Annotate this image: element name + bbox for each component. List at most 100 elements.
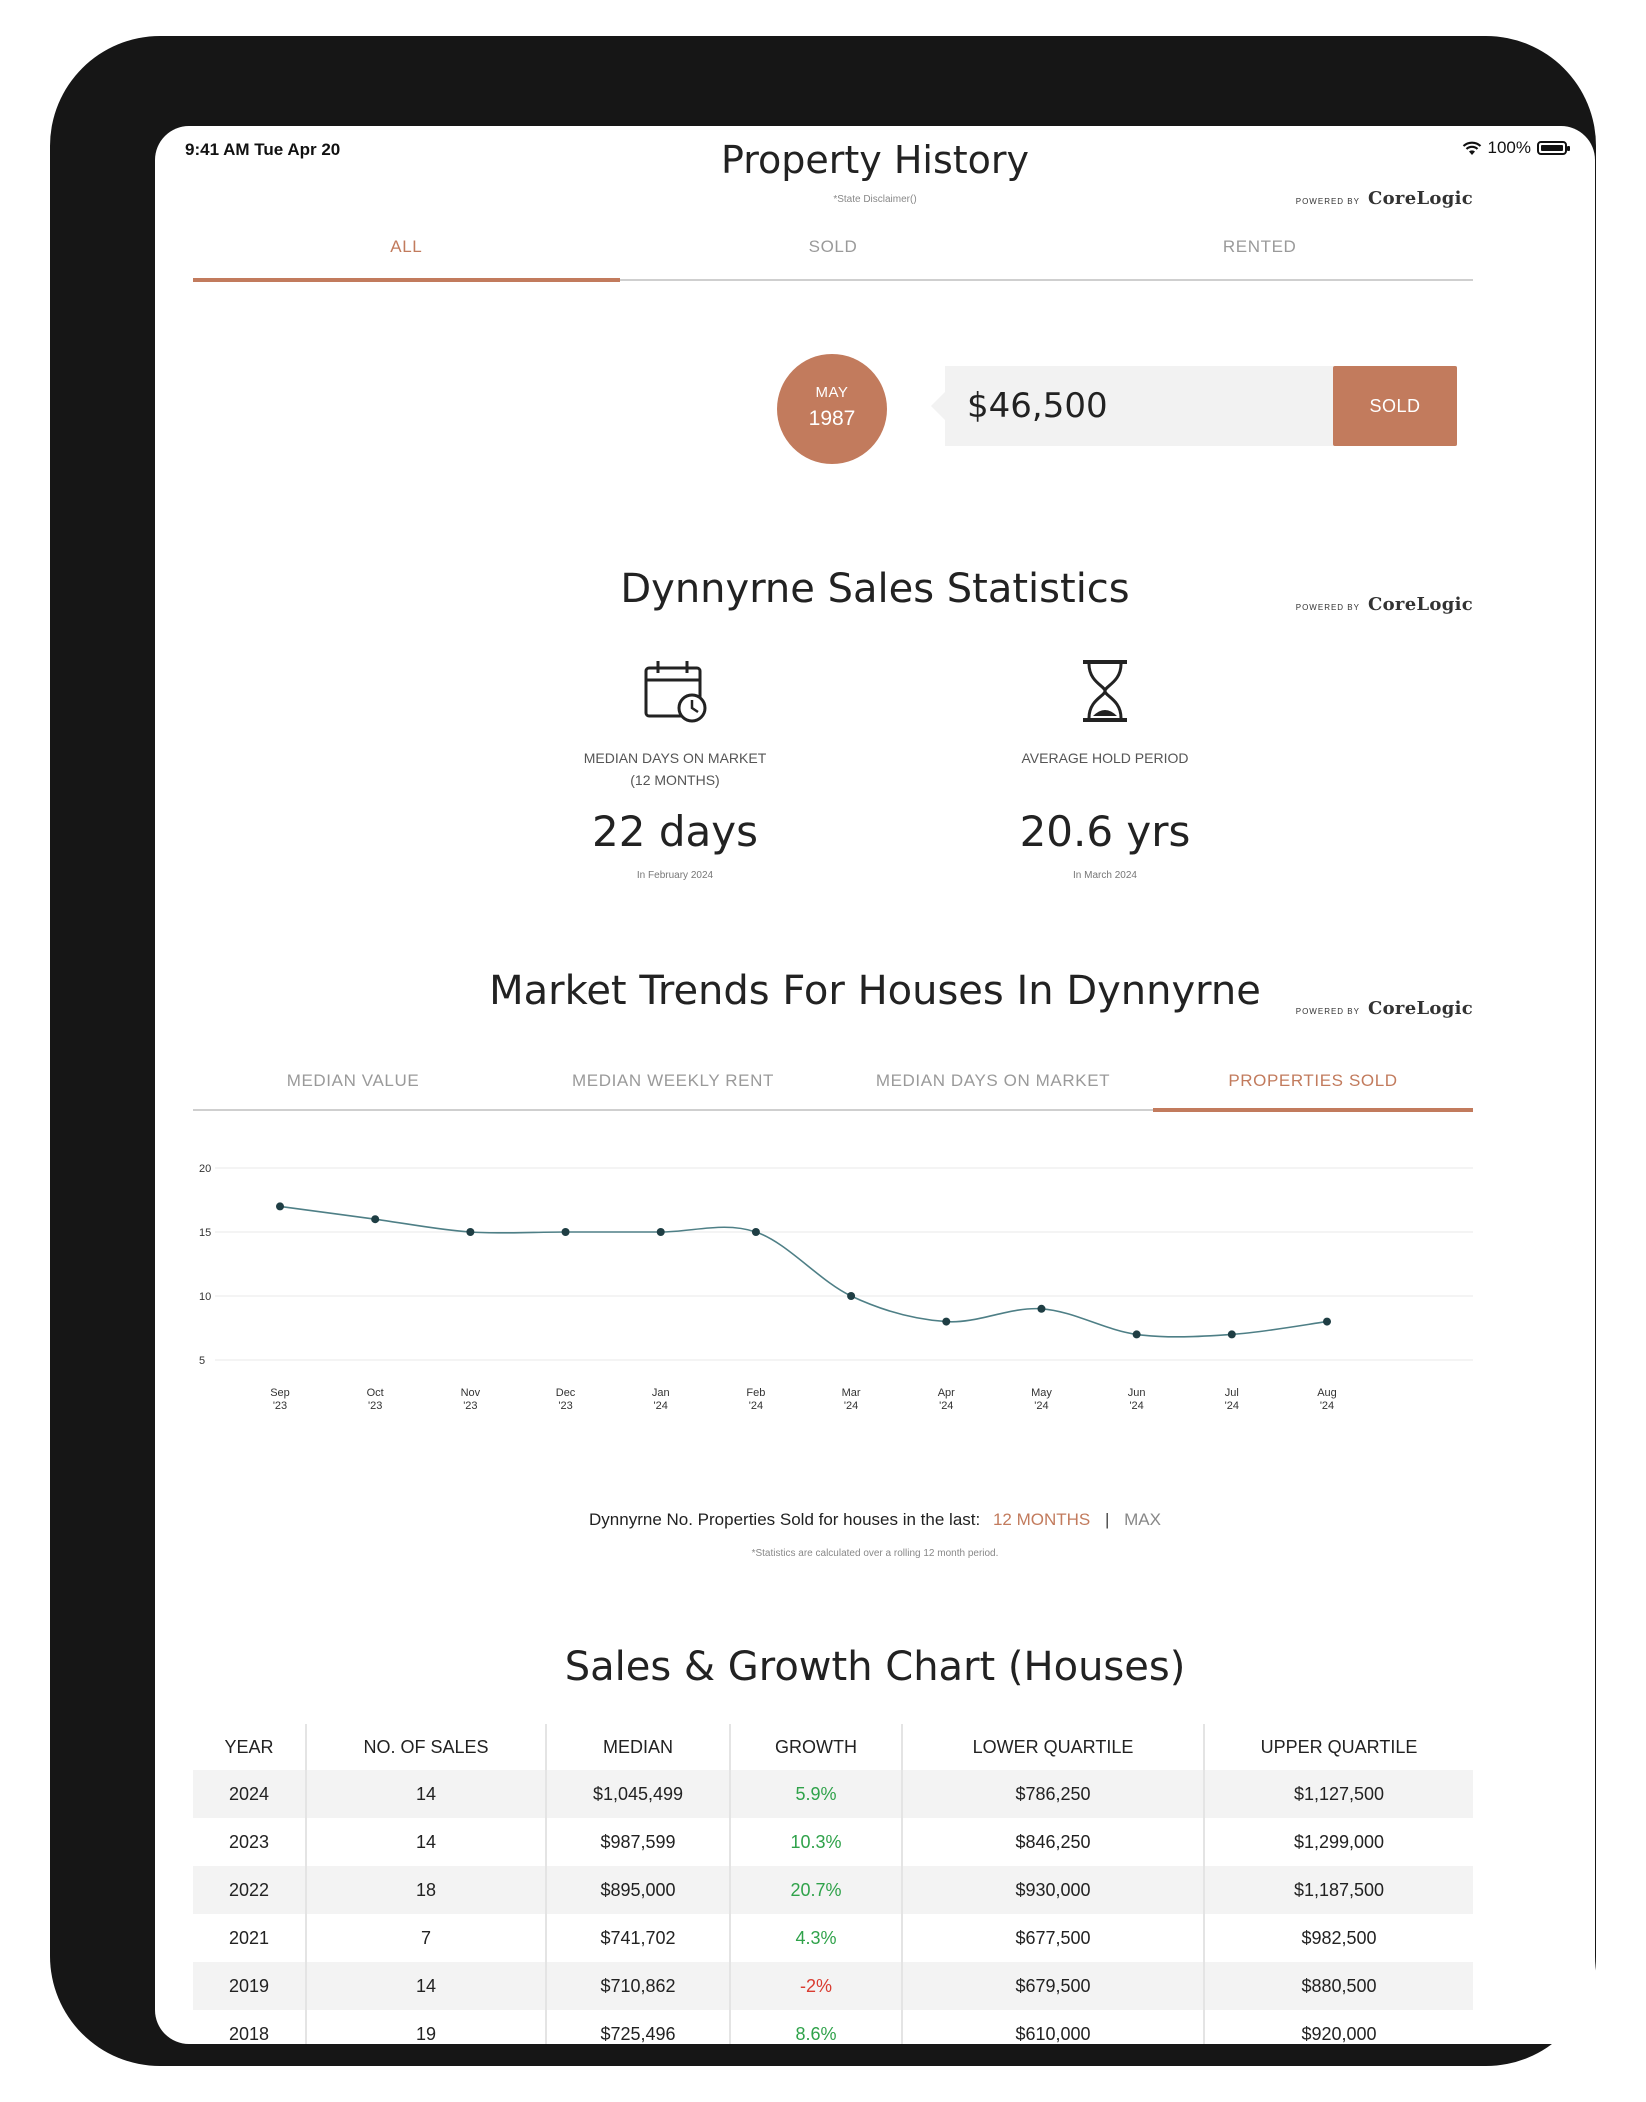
x-tick-year: '24 bbox=[1034, 1400, 1048, 1412]
sales-table-body: 2024 14 $1,045,499 5.9% $786,250 $1,127,500 20… bbox=[193, 1770, 1473, 2044]
cell-year: 2019 bbox=[193, 1962, 307, 2010]
x-tick-year: '24 bbox=[654, 1400, 668, 1412]
cell-median: $725,496 bbox=[546, 2010, 731, 2044]
data-point bbox=[751, 1228, 760, 1236]
tab-rented[interactable]: RENTED bbox=[1222, 237, 1297, 256]
tab-sold[interactable]: SOLD bbox=[808, 237, 858, 256]
cell-lower-quartile: $786,250 bbox=[902, 1770, 1205, 1818]
cell-sales: 7 bbox=[306, 1914, 547, 1962]
corelogic-logo: CoreLogic bbox=[1367, 998, 1473, 1019]
cell-sales: 14 bbox=[306, 1770, 547, 1818]
event-year: 1987 bbox=[808, 407, 856, 430]
table-row: 2022 18 $895,000 20.7% $930,000 $1,187,500 bbox=[193, 1866, 1473, 1914]
x-tick-label: Jun bbox=[1128, 1387, 1146, 1399]
cell-median: $741,702 bbox=[546, 1914, 731, 1962]
cell-upper-quartile: $982,500 bbox=[1301, 1927, 1377, 1948]
cell-upper-quartile: $1,299,000 bbox=[1293, 1831, 1385, 1852]
col-upper-quartile: UPPER QUARTILE bbox=[1260, 1736, 1418, 1757]
series-line bbox=[279, 1205, 1328, 1338]
cell-growth: -2% bbox=[730, 1962, 903, 2010]
data-point bbox=[1132, 1330, 1141, 1339]
cell-year: 2023 bbox=[193, 1818, 307, 1866]
x-tick-label: Nov bbox=[461, 1387, 481, 1399]
cell-growth: 20.7% bbox=[730, 1866, 903, 1914]
cell-upper-quartile: $1,187,500 bbox=[1204, 1866, 1473, 1914]
x-tick-label: Feb bbox=[746, 1387, 765, 1399]
x-tick-year: '24 bbox=[1225, 1400, 1239, 1412]
cell-sales: 14 bbox=[306, 1818, 547, 1866]
x-tick-label: Mar bbox=[842, 1387, 861, 1399]
col-growth: GROWTH bbox=[730, 1724, 903, 1770]
tab-median-weekly-rent[interactable]: MEDIAN WEEKLY RENT bbox=[572, 1071, 774, 1090]
corelogic-logo: CoreLogic bbox=[1367, 594, 1473, 615]
sales-statistics-title: Dynnyrne Sales Statistics bbox=[620, 566, 1130, 612]
cell-sales: 18 bbox=[306, 1866, 547, 1914]
cell-median: $710,862 bbox=[546, 1962, 731, 2010]
period-12-months-option[interactable]: 12 MONTHS bbox=[992, 1510, 1091, 1529]
x-tick-label: Oct bbox=[367, 1387, 384, 1399]
battery-percent: 100% bbox=[1487, 138, 1531, 157]
cell-sales: 14 bbox=[306, 1962, 547, 2010]
y-tick-label: 20 bbox=[199, 1163, 211, 1175]
sold-status-button[interactable]: SOLD bbox=[1333, 366, 1457, 446]
period-max-option[interactable]: MAX bbox=[1124, 1510, 1161, 1529]
cell-lower-quartile: $677,500 bbox=[902, 1914, 1205, 1962]
y-tick-label: 15 bbox=[199, 1227, 211, 1239]
tab-median-value[interactable]: MEDIAN VALUE bbox=[286, 1071, 420, 1090]
table-row: 2019 14 $710,862 -2% $679,500 $880,500 bbox=[193, 1962, 1473, 2010]
state-disclaimer[interactable]: *State Disclaimer() bbox=[833, 194, 917, 205]
x-tick-year: '24 bbox=[749, 1400, 763, 1412]
property-history-title: Property History bbox=[720, 138, 1030, 182]
y-tick-label: 5 bbox=[199, 1355, 205, 1367]
cell-year: 2022 bbox=[193, 1866, 307, 1914]
sales-growth-title: Sales & Growth Chart (Houses) bbox=[564, 1644, 1186, 1690]
cell-median: $1,045,499 bbox=[546, 1770, 731, 1818]
table-row: 2018 19 $725,496 8.6% $610,000 $920,000 bbox=[193, 2010, 1473, 2044]
tab-all[interactable]: ALL bbox=[193, 237, 620, 282]
cell-growth: 10.3% bbox=[730, 1818, 903, 1866]
chart-legend: Dynnyrne No. Properties Sold for houses … bbox=[589, 1510, 1161, 1529]
cell-sales: 19 bbox=[306, 2010, 547, 2044]
tab-median-days-on-market[interactable]: MEDIAN DAYS ON MARKET bbox=[875, 1071, 1111, 1090]
powered-by-label: POWERED BY bbox=[1295, 603, 1360, 612]
event-date-badge: MAY 1987 bbox=[777, 354, 887, 464]
cell-lower-quartile: $846,250 bbox=[902, 1818, 1205, 1866]
x-tick-year: '24 bbox=[1129, 1400, 1143, 1412]
cell-lower-quartile: $610,000 bbox=[902, 2010, 1205, 2044]
cell-year: 2018 bbox=[193, 2010, 307, 2044]
cell-upper-quartile: $920,000 bbox=[1301, 2023, 1377, 2044]
powered-by-corelogic-3: POWERED BY CoreLogic bbox=[1296, 998, 1473, 1019]
tab-properties-sold[interactable]: PROPERTIES SOLD bbox=[1153, 1071, 1473, 1112]
tablet-frame: 9:41 AM Tue Apr 20 100% Property History… bbox=[50, 36, 1596, 2066]
data-point bbox=[656, 1228, 665, 1236]
table-row: 2023 14 $987,599 10.3% $846,250 $1,299,000 bbox=[193, 1818, 1473, 1866]
median-days-date: In February 2024 bbox=[636, 870, 714, 881]
cell-year: 2021 bbox=[193, 1914, 307, 1962]
cell-lower-quartile: $679,500 bbox=[902, 1962, 1205, 2010]
data-point bbox=[561, 1228, 570, 1236]
col-lower-quartile: LOWER QUARTILE bbox=[902, 1724, 1205, 1770]
powered-by-label: POWERED BY bbox=[1295, 197, 1360, 206]
median-days-label: MEDIAN DAYS ON MARKET bbox=[583, 750, 767, 766]
x-tick-year: '23 bbox=[558, 1400, 572, 1412]
chart-footnote: *Statistics are calculated over a rollin… bbox=[751, 1548, 999, 1559]
data-point bbox=[1227, 1330, 1236, 1339]
median-days-stat: MEDIAN DAYS ON MARKET (12 MONTHS) 22 day… bbox=[555, 658, 795, 881]
data-point bbox=[466, 1228, 475, 1236]
median-days-period: (12 MONTHS) bbox=[630, 772, 720, 788]
y-tick-label: 10 bbox=[199, 1291, 211, 1303]
corelogic-logo: CoreLogic bbox=[1367, 188, 1473, 209]
x-tick-label: Aug bbox=[1317, 1387, 1337, 1399]
properties-sold-chart: 2015105Sep'23Oct'23Nov'23Dec'23Jan'24Feb… bbox=[199, 1163, 1473, 1412]
col-year: YEAR bbox=[193, 1724, 307, 1770]
hold-period-stat: AVERAGE HOLD PERIOD 20.6 yrs In March 20… bbox=[985, 658, 1225, 881]
col-median: MEDIAN bbox=[546, 1724, 731, 1770]
data-point bbox=[847, 1292, 856, 1300]
status-right: 100% bbox=[1462, 138, 1570, 158]
cell-median: $895,000 bbox=[546, 1866, 731, 1914]
x-tick-label: Apr bbox=[938, 1387, 955, 1399]
powered-by-corelogic-2: POWERED BY CoreLogic bbox=[1296, 594, 1473, 615]
x-tick-label: Jan bbox=[652, 1387, 670, 1399]
calendar-clock-icon bbox=[644, 661, 707, 723]
data-point bbox=[1323, 1317, 1331, 1326]
